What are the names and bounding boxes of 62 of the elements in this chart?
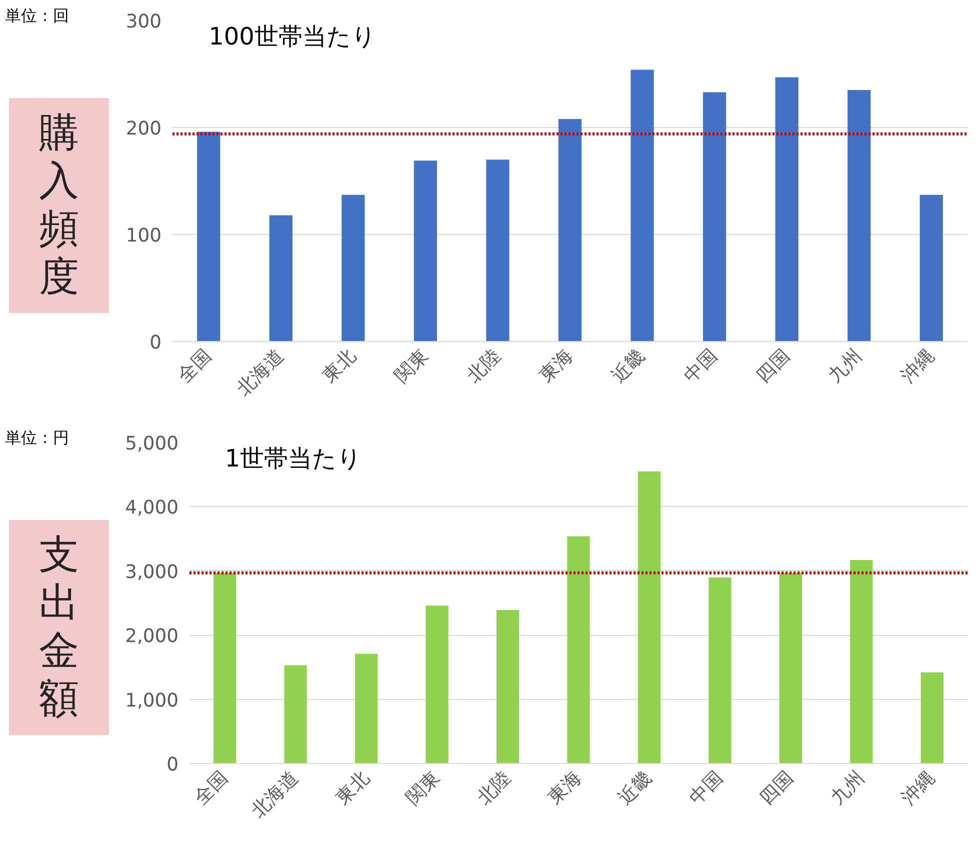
bar [920, 672, 944, 764]
x-tick-label: 関東 [402, 767, 444, 809]
bar [779, 572, 802, 764]
text: 単位：回 [5, 5, 70, 27]
bar [638, 471, 661, 764]
x-tick-label: 近畿 [614, 767, 657, 809]
bar [708, 577, 732, 764]
bar [355, 654, 378, 764]
x-tick-label: 中国 [686, 767, 728, 809]
bar [702, 92, 726, 342]
text: 単位：円 [5, 427, 70, 449]
x-tick-label: 九州 [824, 345, 867, 387]
bar [342, 194, 365, 342]
label-box: 購入頻度 [9, 98, 109, 313]
x-tick-label: 北陸 [473, 767, 516, 809]
bar [284, 665, 307, 764]
x-tick-label: 四国 [756, 767, 798, 809]
y-tick-label: 5,000 [125, 434, 179, 454]
y-tick-label: 100 [126, 226, 162, 246]
x-tick-label: 全国 [190, 767, 232, 809]
bar [197, 132, 220, 342]
bar [558, 118, 582, 342]
x-tick-label: 近畿 [608, 345, 650, 387]
chart-title: 1世帯当たり [224, 444, 362, 472]
bar [850, 560, 873, 764]
bar [269, 215, 292, 342]
x-tick-label: 四国 [752, 345, 794, 387]
x-tick-label: 東海 [536, 345, 578, 387]
x-tick-label: 沖縄 [897, 345, 939, 387]
bar [496, 610, 520, 764]
y-axis-title: 支出金額 [38, 531, 80, 724]
y-tick-label: 200 [126, 118, 162, 140]
bar [920, 194, 943, 342]
bar [567, 536, 590, 764]
bar [214, 572, 236, 764]
y-tick-label: 300 [126, 12, 162, 32]
y-tick-label: 0 [150, 332, 162, 354]
x-tick-label: 東北 [332, 767, 374, 809]
x-tick-label: 九州 [827, 767, 869, 809]
y-tick-label: 2,000 [125, 626, 179, 648]
x-tick-label: 北陸 [463, 345, 506, 387]
y-tick-label: 0 [166, 754, 179, 776]
chart-title: 100世帯当たり [208, 22, 376, 50]
y-tick-label: 1,000 [125, 690, 179, 712]
y-axis-title: 購入頻度 [38, 109, 80, 302]
bar [414, 160, 438, 342]
bar [486, 160, 510, 342]
bar [426, 606, 448, 764]
bar [848, 90, 871, 342]
x-tick-label: 中国 [680, 345, 722, 387]
x-tick-label: 北海道 [233, 345, 288, 400]
y-tick-label: 3,000 [125, 562, 179, 583]
x-tick-label: 東海 [544, 767, 586, 809]
x-tick-label: 全国 [174, 345, 216, 387]
x-tick-label: 沖縄 [898, 767, 940, 809]
label-box: 支出金額 [9, 520, 109, 735]
y-tick-label: 4,000 [125, 498, 179, 519]
bar [630, 70, 654, 342]
x-tick-label: 関東 [391, 345, 433, 387]
x-tick-label: 北海道 [248, 767, 304, 822]
x-tick-label: 東北 [318, 345, 361, 387]
bar [775, 77, 798, 342]
